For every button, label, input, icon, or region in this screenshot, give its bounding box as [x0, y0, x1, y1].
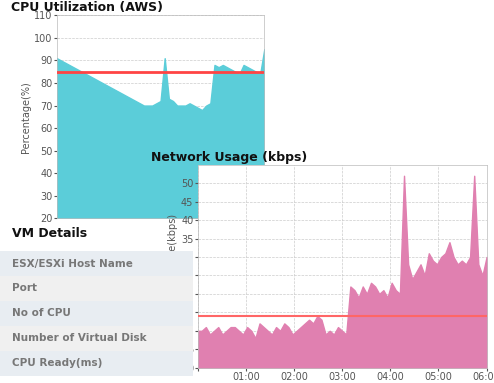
FancyBboxPatch shape: [0, 251, 193, 276]
Text: CPU Utilization (AWS): CPU Utilization (AWS): [11, 1, 163, 14]
Y-axis label: Percentage(%): Percentage(%): [22, 81, 32, 153]
Text: No of CPU: No of CPU: [11, 308, 71, 318]
FancyBboxPatch shape: [0, 301, 193, 326]
Y-axis label: Network Usage(kbps): Network Usage(kbps): [168, 214, 178, 319]
Text: VM Details: VM Details: [11, 227, 86, 240]
Text: ESX/ESXi Host Name: ESX/ESXi Host Name: [11, 259, 132, 268]
FancyBboxPatch shape: [0, 276, 193, 301]
Text: Network Usage (kbps): Network Usage (kbps): [151, 151, 308, 164]
Text: Port: Port: [11, 283, 37, 293]
Text: Number of Virtual Disk: Number of Virtual Disk: [11, 333, 146, 344]
Text: CPU Ready(ms): CPU Ready(ms): [11, 358, 102, 368]
FancyBboxPatch shape: [0, 351, 193, 376]
FancyBboxPatch shape: [0, 326, 193, 351]
